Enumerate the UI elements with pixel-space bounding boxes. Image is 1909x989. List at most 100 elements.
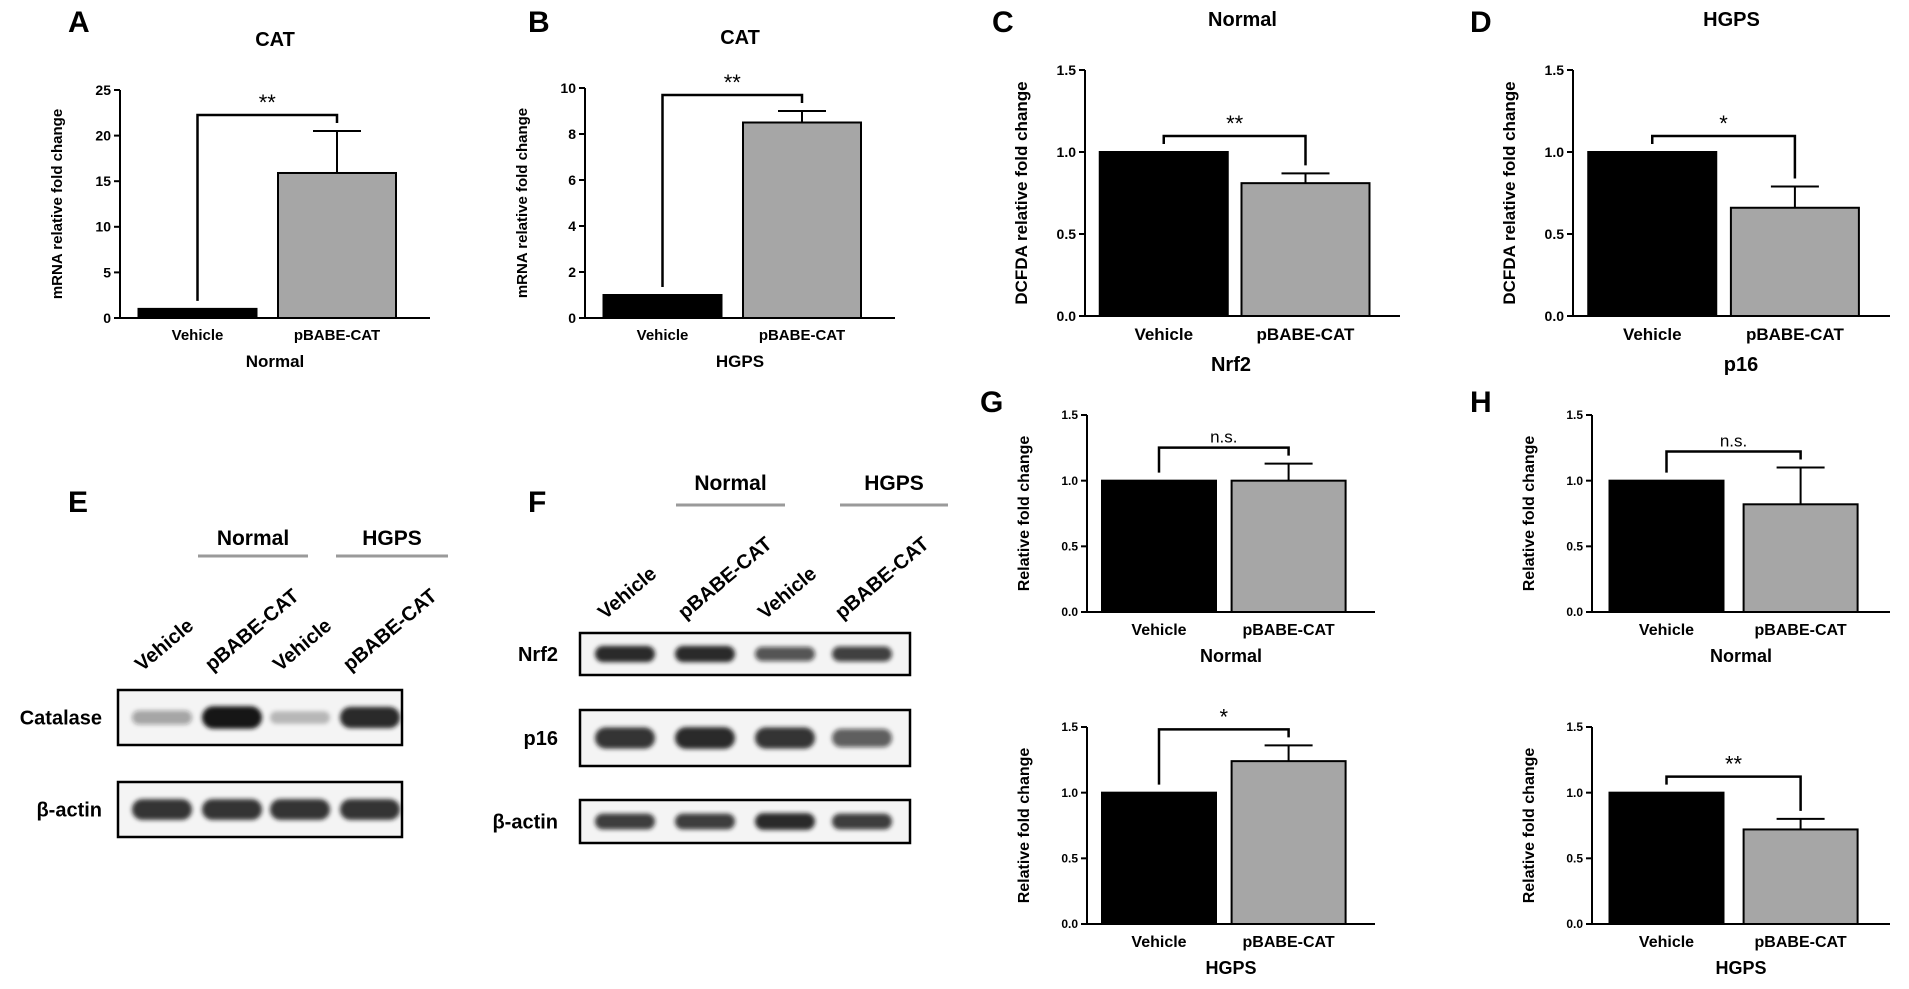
blot-lane-label: pBABE-CAT xyxy=(831,533,933,624)
x-axis-label: HGPS xyxy=(1715,958,1766,978)
y-tick-label: 1.5 xyxy=(1566,408,1583,422)
category-label: Vehicle xyxy=(1134,325,1193,344)
chart-title: CAT xyxy=(720,27,760,49)
y-tick-label: 0.0 xyxy=(1566,917,1583,931)
blot-lane-label: pBABE-CAT xyxy=(339,585,441,676)
bar xyxy=(137,307,258,320)
blot-band xyxy=(132,799,192,820)
y-tick-label: 0 xyxy=(568,310,576,326)
bar xyxy=(1729,206,1860,317)
blot-row-label: β-actin xyxy=(492,812,558,834)
blot-band xyxy=(755,813,815,830)
y-tick-label: 2 xyxy=(568,264,576,280)
chart-h-p16-normal: 0.0 0.5 1.0 1.5 Vehicle pBABE-CAT n.s. p16 Norma… xyxy=(1521,354,1890,666)
blot-band xyxy=(675,645,735,663)
y-tick-label: 1.5 xyxy=(1566,720,1583,734)
y-tick-label: 0.5 xyxy=(1545,226,1565,242)
y-tick-label: 0 xyxy=(103,310,111,326)
blot-band xyxy=(270,799,330,820)
significance-label: ** xyxy=(1725,752,1743,777)
blot-band xyxy=(132,710,192,725)
significance-label: * xyxy=(1719,111,1728,136)
bar xyxy=(602,294,723,319)
blot-lane-label: Vehicle xyxy=(754,563,821,624)
y-tick-label: 0.0 xyxy=(1061,605,1078,619)
bar xyxy=(1098,151,1229,317)
chart-a-cat-normal: 0 5 10 15 20 25 Vehicle pBABE-CAT ** CAT Normal mRN… xyxy=(49,29,430,371)
category-label: pBABE-CAT xyxy=(1243,934,1335,951)
bar xyxy=(1587,151,1718,317)
y-tick-label: 10 xyxy=(560,80,576,96)
panel-letter-h: H xyxy=(1470,386,1492,419)
bar xyxy=(1742,503,1859,614)
blot-band xyxy=(595,813,655,830)
category-label: pBABE-CAT xyxy=(759,327,845,344)
significance-label: n.s. xyxy=(1210,428,1237,447)
category-label: pBABE-CAT xyxy=(1746,325,1845,344)
y-tick-label: 0.5 xyxy=(1057,226,1077,242)
blot-group-label: HGPS xyxy=(864,472,924,495)
blot-band xyxy=(832,646,892,662)
y-axis-label: Relative fold change xyxy=(1521,436,1538,592)
y-axis-label: Relative fold change xyxy=(1521,748,1538,904)
significance-bracket xyxy=(1665,450,1802,473)
significance-bracket xyxy=(1157,446,1290,473)
panel-letter-f: F xyxy=(528,486,546,519)
category-label: pBABE-CAT xyxy=(1755,622,1847,639)
category-label: Vehicle xyxy=(1131,622,1186,639)
bar xyxy=(742,121,862,319)
chart-c-dcfda-normal: 0.0 0.5 1.0 1.5 Vehicle pBABE-CAT ** Normal DCFD… xyxy=(1012,9,1400,344)
blot-band xyxy=(675,727,735,749)
y-tick-label: 0.0 xyxy=(1061,917,1078,931)
significance-label: ** xyxy=(259,90,277,115)
blot-group-label: Normal xyxy=(694,472,766,495)
blot-band xyxy=(340,799,400,820)
chart-h-p16-hgps: 0.0 0.5 1.0 1.5 Vehicle pBABE-CAT ** HGPS Relati… xyxy=(1521,720,1890,978)
chart-title: Normal xyxy=(1208,9,1277,31)
category-label: Vehicle xyxy=(637,327,689,344)
bar xyxy=(1230,479,1347,613)
y-tick-label: 1.5 xyxy=(1057,62,1077,78)
y-axis-label: Relative fold change xyxy=(1016,748,1033,904)
bar xyxy=(1101,479,1217,613)
blot-band xyxy=(755,646,815,662)
chart-title: Nrf2 xyxy=(1211,354,1251,376)
category-label: Vehicle xyxy=(172,327,224,344)
blot-band xyxy=(270,711,330,724)
x-axis-label: Normal xyxy=(246,352,305,371)
y-tick-label: 0.5 xyxy=(1566,540,1583,554)
y-tick-label: 1.0 xyxy=(1566,474,1583,488)
category-label: pBABE-CAT xyxy=(1243,622,1335,639)
blot-band xyxy=(340,706,400,729)
blot-row-label: Nrf2 xyxy=(518,644,558,666)
blot-band xyxy=(202,799,262,820)
blot-band xyxy=(832,728,892,748)
blot-lane-label: Vehicle xyxy=(269,615,336,676)
blot-lane-label: Vehicle xyxy=(594,563,661,624)
significance-bracket xyxy=(1651,134,1797,179)
chart-title: CAT xyxy=(255,29,295,51)
y-tick-label: 15 xyxy=(95,173,111,189)
blot-band xyxy=(595,645,655,663)
bar xyxy=(1608,479,1725,613)
y-axis-label: Relative fold change xyxy=(1016,436,1033,592)
blot-band xyxy=(595,727,655,749)
panel-letter-g: G xyxy=(980,386,1003,419)
y-tick-label: 1.0 xyxy=(1545,144,1565,160)
y-tick-label: 4 xyxy=(568,218,576,234)
significance-label: * xyxy=(1220,704,1229,729)
significance-bracket xyxy=(661,93,804,287)
y-tick-label: 1.0 xyxy=(1566,786,1583,800)
y-tick-label: 1.0 xyxy=(1061,786,1078,800)
y-tick-label: 1.5 xyxy=(1545,62,1565,78)
chart-d-dcfda-hgps: 0.0 0.5 1.0 1.5 Vehicle pBABE-CAT * HGPS DCFDA r… xyxy=(1500,9,1890,344)
chart-g-nrf2-normal: 0.0 0.5 1.0 1.5 Vehicle pBABE-CAT n.s. Nrf2 Norm… xyxy=(1016,354,1375,666)
category-label: Vehicle xyxy=(1623,325,1682,344)
significance-label: n.s. xyxy=(1720,432,1747,451)
blot-group-label: Normal xyxy=(217,527,289,550)
y-tick-label: 6 xyxy=(568,172,576,188)
significance-label: ** xyxy=(724,70,742,95)
blot-band xyxy=(755,727,815,749)
